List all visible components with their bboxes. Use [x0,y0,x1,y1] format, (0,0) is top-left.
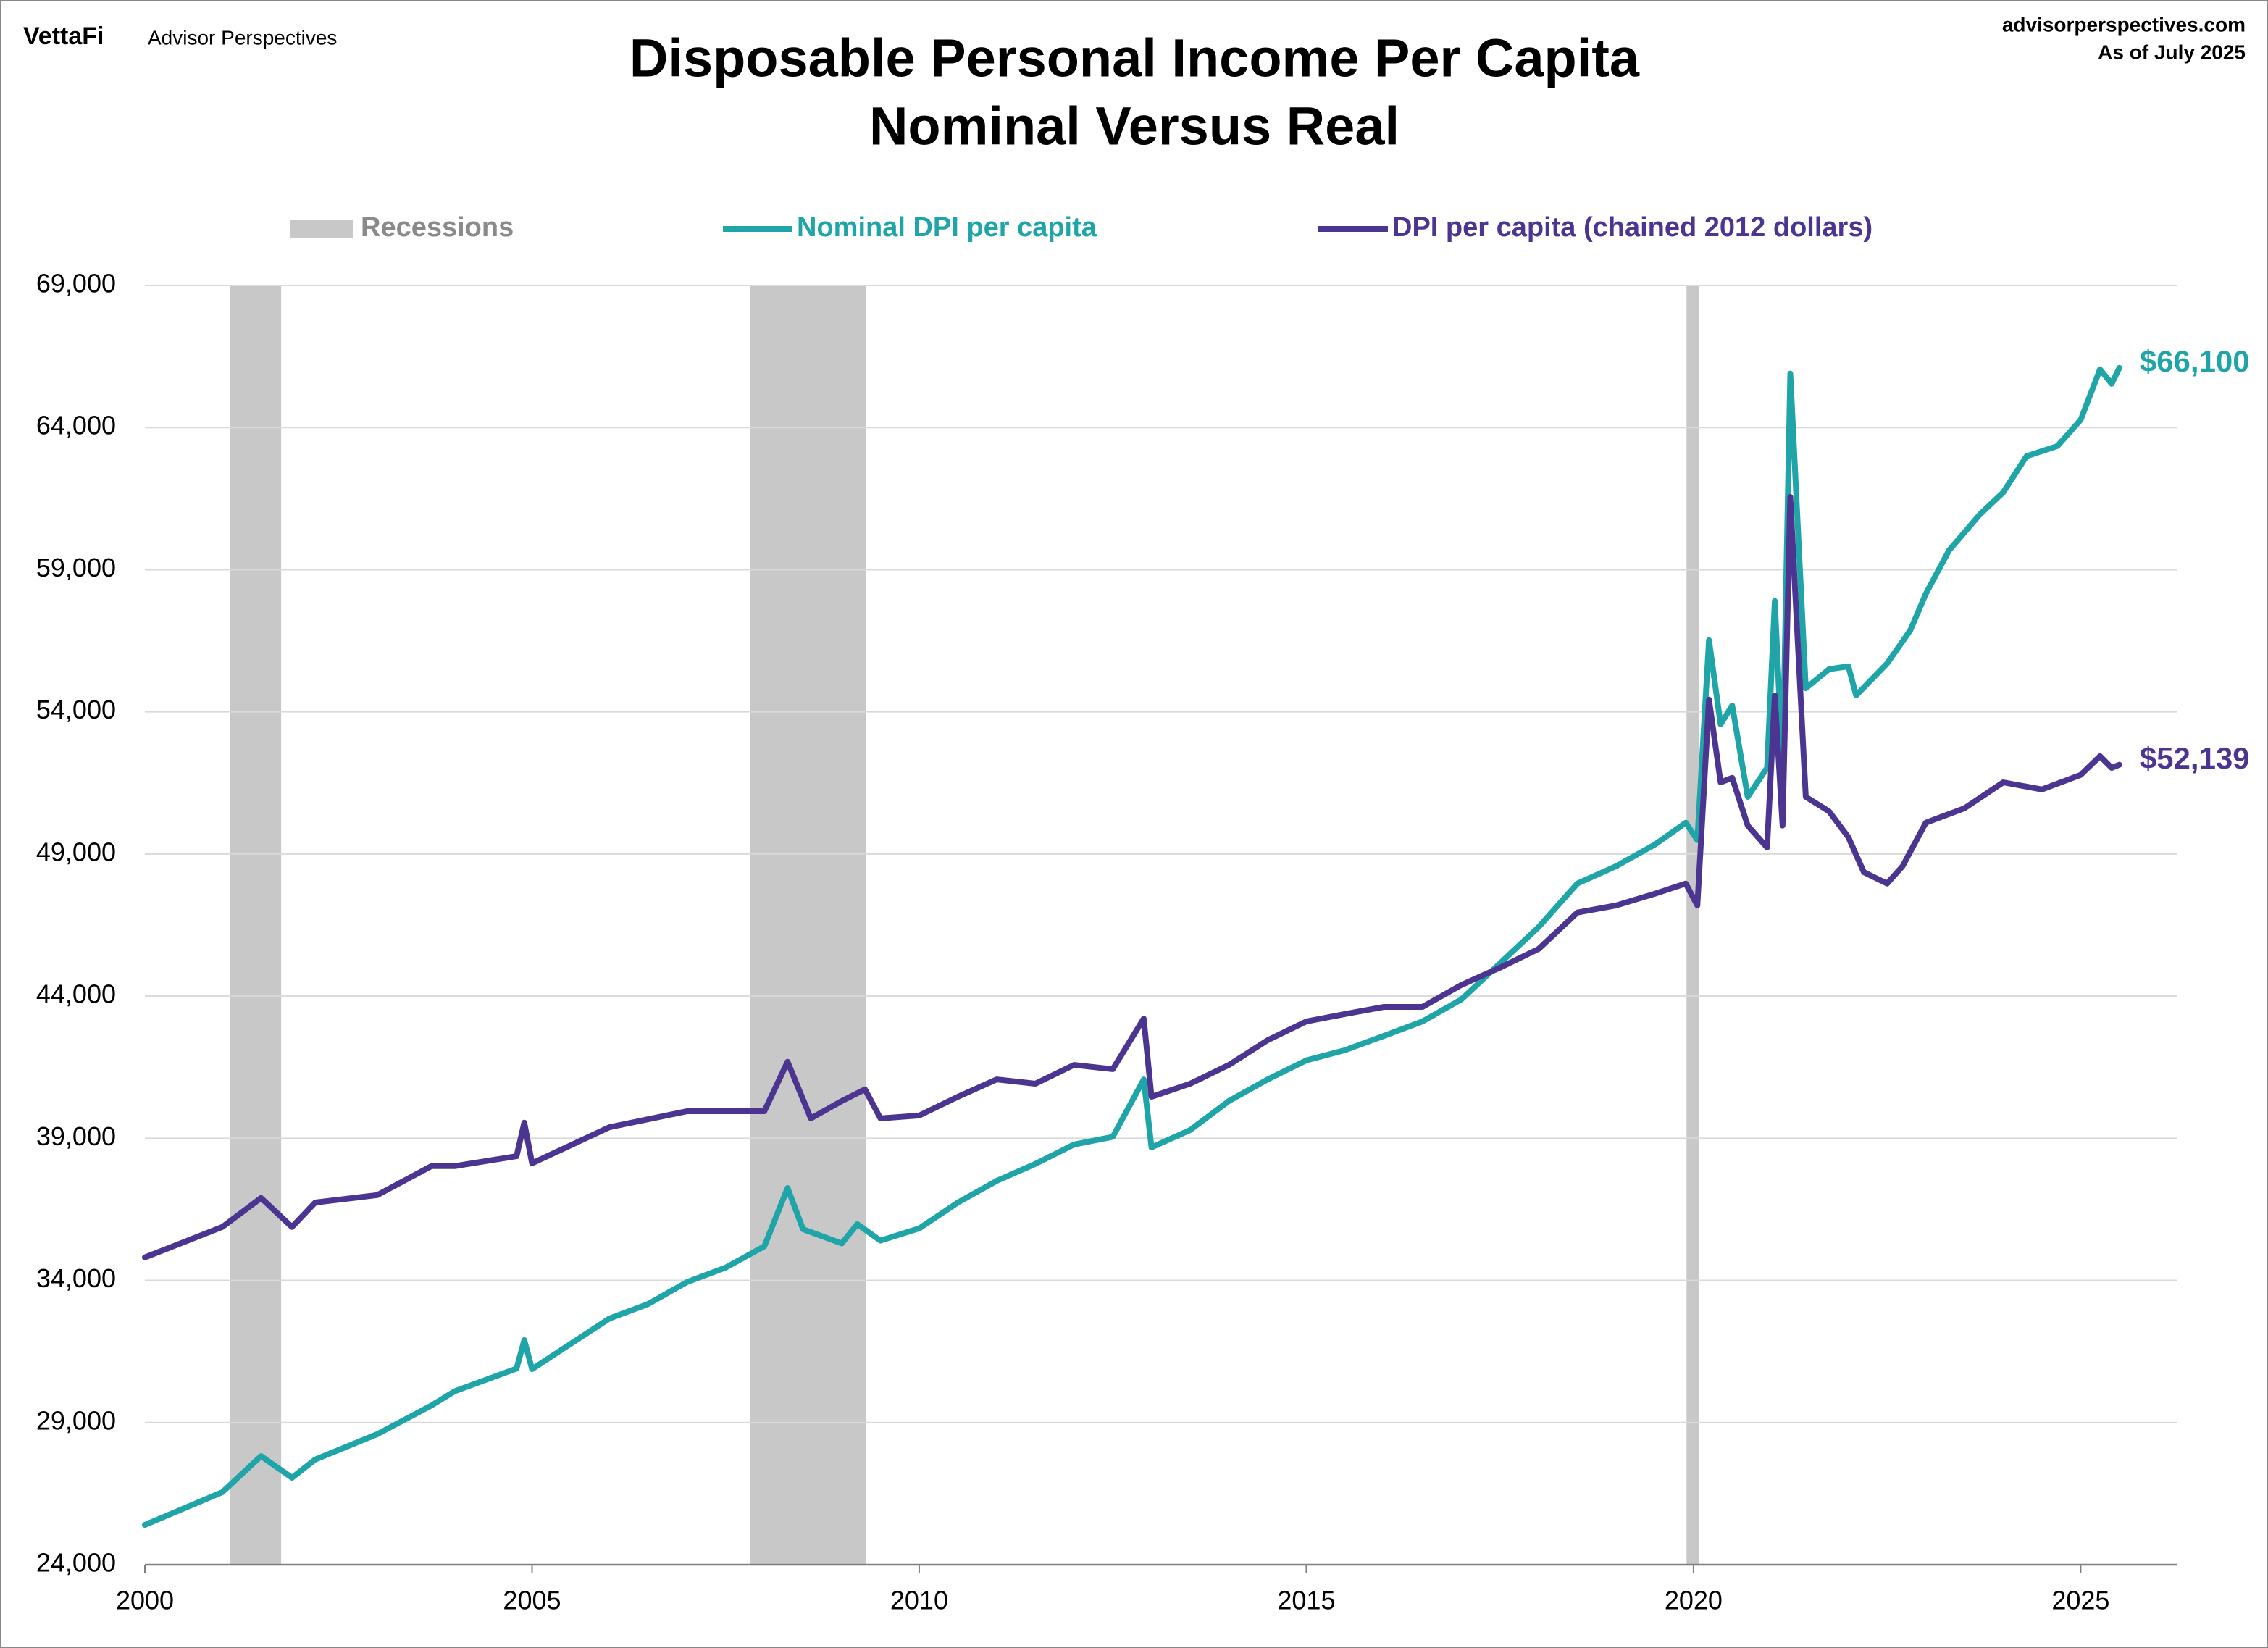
x-tick-label: 2015 [1277,1586,1335,1615]
legend: Recessions Nominal DPI per capita DPI pe… [290,212,1872,243]
chart-title: Disposable Personal Income Per Capita [629,28,1640,88]
end-label: $66,100 [2140,344,2250,378]
y-tick-label: 59,000 [36,553,116,582]
y-tick-label: 49,000 [36,837,116,866]
x-tick-label: 2005 [503,1586,561,1615]
y-tick-label: 54,000 [36,695,116,724]
site: advisorperspectives.com [2002,13,2246,35]
recession-band [230,285,282,1565]
plot-area [145,285,2177,1565]
x-tick-label: 2010 [890,1586,948,1615]
y-tick-label: 69,000 [36,269,116,298]
chart-subtitle: Nominal Versus Real [869,96,1399,156]
x-tick-label: 2025 [2051,1586,2109,1615]
legend-label: DPI per capita (chained 2012 dollars) [1392,212,1872,243]
as-of: As of July 2025 [2098,41,2246,63]
legend-label: Recessions [361,212,514,243]
brand: VettaFi [23,22,104,50]
series-line [142,493,2122,1260]
x-tick-label: 2020 [1665,1586,1723,1615]
y-tick-label: 29,000 [36,1405,116,1435]
y-tick-label: 39,000 [36,1121,116,1151]
recession-band [1686,285,1699,1565]
end-label: $52,139 [2140,741,2250,775]
x-tick-label: 2000 [116,1586,174,1615]
y-tick-label: 44,000 [36,979,116,1009]
legend-label: Nominal DPI per capita [797,212,1097,243]
publisher: Advisor Perspectives [148,26,337,49]
recession-band [750,285,866,1565]
y-tick-label: 64,000 [36,411,116,440]
y-tick-label: 24,000 [36,1548,116,1578]
series-line [142,364,2122,1528]
y-tick-label: 34,000 [36,1263,116,1293]
